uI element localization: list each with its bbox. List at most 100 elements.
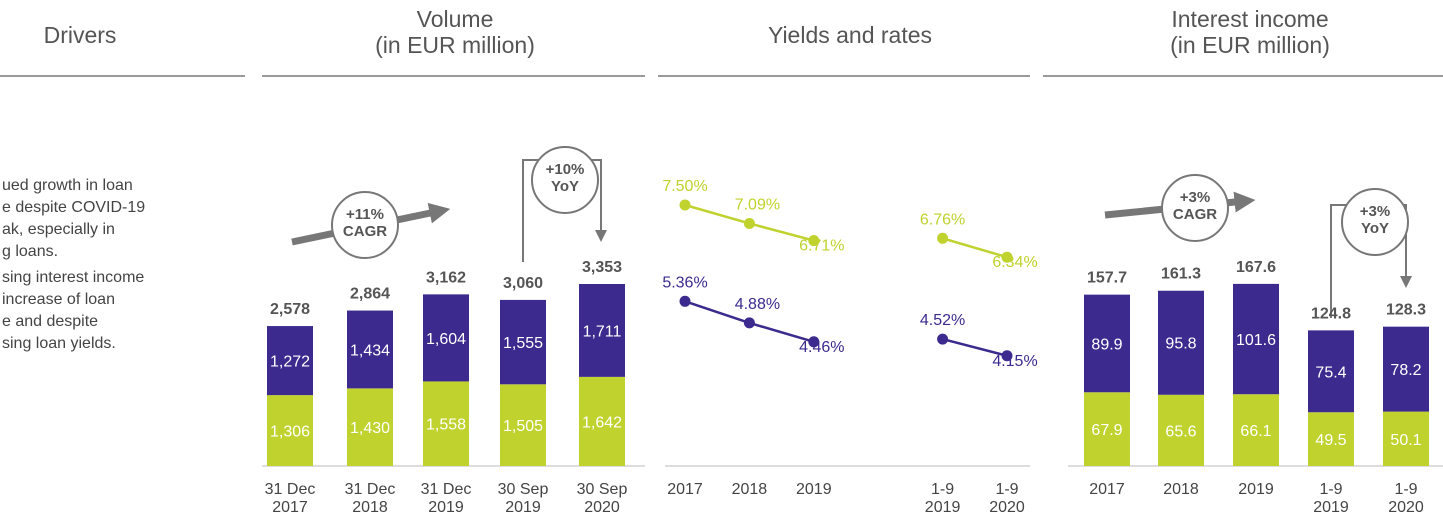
- total-label: 124.8: [1311, 305, 1351, 322]
- value-label: 1,505: [503, 418, 543, 435]
- x-tick-label: 2018: [731, 481, 768, 498]
- value-label: 89.9: [1091, 336, 1122, 353]
- value-label: 6.71%: [799, 238, 844, 255]
- value-label: 95.8: [1165, 336, 1196, 353]
- section-header: Drivers: [43, 22, 117, 48]
- value-label: 1,558: [426, 417, 466, 434]
- value-label: 78.2: [1390, 362, 1421, 379]
- x-tick-label: 30 Sep 2020: [576, 481, 628, 517]
- bar-segment: [1308, 330, 1354, 413]
- driver-text: e despite COVID-19: [2, 199, 145, 216]
- value-label: 4.46%: [799, 339, 844, 356]
- value-label: 4.52%: [920, 312, 965, 329]
- bar-segment: [1383, 411, 1429, 466]
- annotation-circle: [1161, 174, 1229, 242]
- bar-segment: [347, 310, 393, 389]
- point: [808, 336, 820, 348]
- annotation-circle: [1341, 188, 1409, 256]
- value-label: 7.09%: [735, 196, 780, 213]
- point: [808, 235, 820, 247]
- x-tick-label: 31 Dec 2018: [344, 481, 396, 517]
- x-tick-label: 1-9 2019: [924, 481, 961, 517]
- value-label: 6.76%: [920, 211, 965, 228]
- total-label: 157.7: [1087, 270, 1127, 287]
- x-tick-label: 2017: [667, 481, 703, 498]
- point: [679, 199, 691, 211]
- point: [1001, 251, 1013, 263]
- value-label: 1,272: [270, 354, 310, 371]
- annotation: +11% CAGR: [342, 206, 388, 241]
- bar-segment: [1084, 392, 1130, 466]
- x-tick-label: 1-9 2020: [1388, 481, 1424, 517]
- point: [937, 232, 949, 244]
- bar-segment: [267, 395, 313, 466]
- bar-segment: [500, 384, 546, 466]
- bar-segment: [347, 388, 393, 466]
- x-tick-label: 31 Dec 2017: [264, 481, 316, 517]
- bar-segment: [1084, 294, 1130, 393]
- total-label: 3,353: [582, 259, 622, 276]
- driver-text: increase of loan: [2, 291, 115, 308]
- point: [743, 217, 755, 229]
- driver-text: sing loan yields.: [2, 335, 116, 352]
- driver-text: g loans.: [2, 243, 58, 260]
- total-label: 161.3: [1161, 266, 1201, 283]
- annotation-circle: [331, 191, 399, 259]
- value-label: 65.6: [1165, 423, 1196, 440]
- value-label: 1,555: [503, 335, 543, 352]
- value-label: 66.1: [1240, 423, 1271, 440]
- value-label: 49.5: [1315, 432, 1346, 449]
- value-label: 67.9: [1091, 422, 1122, 439]
- bar-segment: [579, 284, 625, 377]
- point: [743, 317, 755, 329]
- bar-segment: [1158, 394, 1204, 466]
- value-label: 4.88%: [735, 296, 780, 313]
- point: [937, 333, 949, 345]
- driver-text: ak, especially in: [2, 221, 115, 238]
- annotation: +10% YoY: [545, 161, 585, 196]
- bar-segment: [1158, 290, 1204, 395]
- total-label: 2,578: [270, 301, 310, 318]
- bar-segment: [1233, 394, 1279, 466]
- x-tick-label: 2019: [796, 481, 832, 498]
- bar-segment: [267, 326, 313, 396]
- value-label: 4.15%: [992, 353, 1037, 370]
- driver-text: sing interest income: [2, 269, 144, 286]
- bar-segment: [1308, 412, 1354, 466]
- bar-segment: [1383, 326, 1429, 412]
- value-label: 1,430: [350, 420, 390, 437]
- value-label: 5.36%: [662, 274, 707, 291]
- total-label: 167.6: [1236, 259, 1276, 276]
- value-label: 1,711: [583, 323, 622, 340]
- driver-text: ued growth in loan: [2, 177, 133, 194]
- annotation: +3% CAGR: [1172, 189, 1218, 224]
- x-tick-label: 1-9 2020: [989, 481, 1025, 517]
- value-label: 1,306: [270, 424, 310, 441]
- value-label: 6.34%: [992, 254, 1037, 271]
- total-label: 3,060: [503, 275, 543, 292]
- value-label: 1,434: [350, 342, 390, 359]
- section-header: Interest income (in EUR million): [1170, 6, 1330, 59]
- section-header: Volume (in EUR million): [375, 6, 535, 59]
- point: [679, 295, 691, 307]
- x-tick-label: 31 Dec 2019: [420, 481, 472, 517]
- value-label: 7.50%: [662, 178, 707, 195]
- x-tick-label: 2019: [1238, 481, 1274, 498]
- value-label: 1,604: [426, 331, 466, 348]
- x-tick-label: 30 Sep 2019: [497, 481, 549, 517]
- bar-segment: [1233, 283, 1279, 395]
- bar-segment: [423, 381, 469, 466]
- annotation: +3% YoY: [1359, 203, 1391, 238]
- value-label: 1,642: [582, 414, 622, 431]
- total-label: 3,162: [426, 269, 466, 286]
- value-label: 50.1: [1390, 432, 1421, 449]
- bar-segment: [423, 294, 469, 382]
- x-tick-label: 2017: [1089, 481, 1125, 498]
- driver-text: e and despite: [2, 313, 98, 330]
- value-label: 101.6: [1236, 332, 1276, 349]
- section-header: Yields and rates: [767, 22, 933, 48]
- x-tick-label: 1-9 2019: [1313, 481, 1349, 517]
- point: [1001, 350, 1013, 362]
